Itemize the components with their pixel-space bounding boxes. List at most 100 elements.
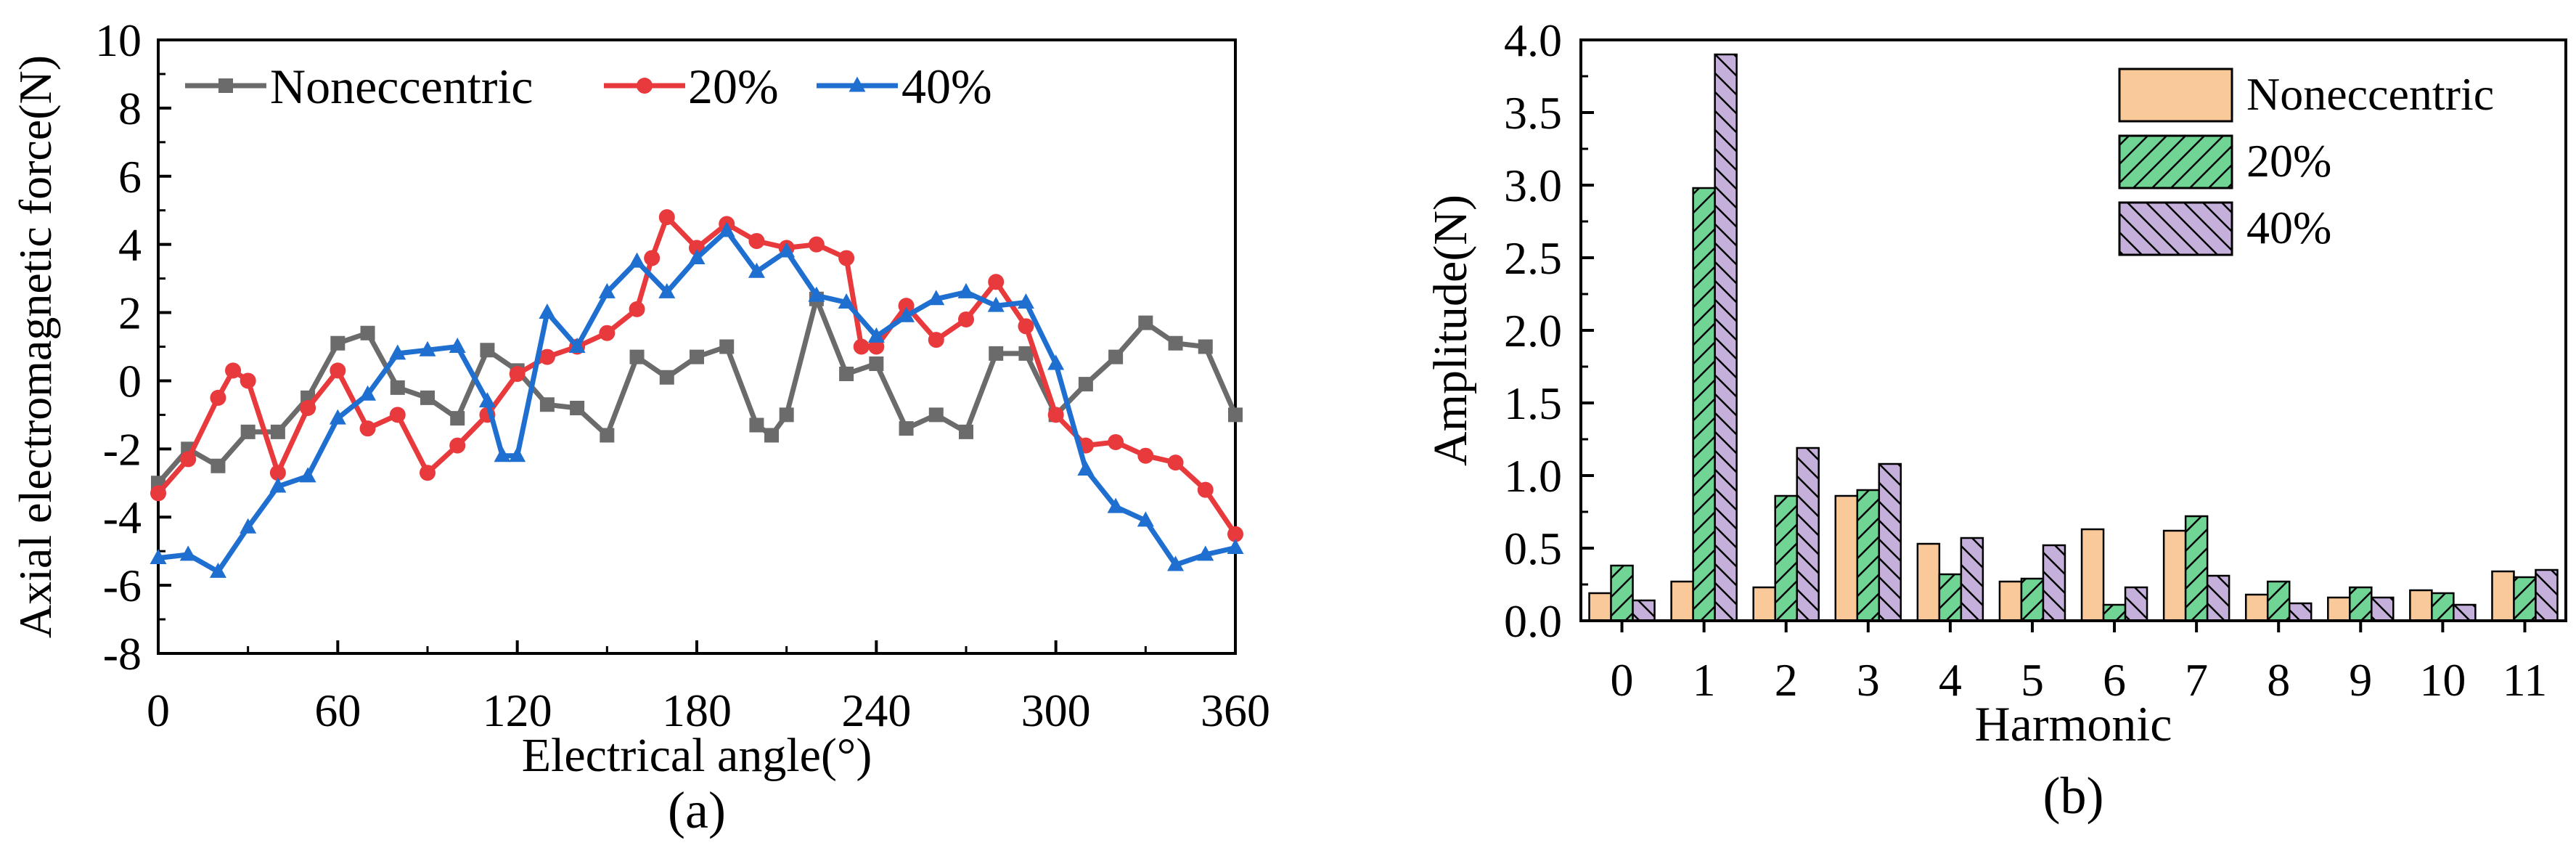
x-tick-label: 10	[2419, 654, 2466, 706]
data-point-0	[420, 390, 435, 405]
data-point-0	[1018, 346, 1034, 361]
data-point-2	[778, 242, 796, 258]
bar-hatch-2	[2207, 576, 2230, 621]
bar-hatch-2	[2043, 545, 2065, 621]
y-tick-label: 4	[118, 219, 142, 271]
data-point-0	[928, 407, 944, 423]
data-point-1	[958, 311, 974, 327]
bar-0	[2491, 570, 2515, 622]
data-point-1	[300, 400, 316, 416]
plot-frame	[157, 38, 1237, 655]
data-point-2	[240, 518, 257, 534]
data-point-2	[898, 306, 915, 322]
data-point-1	[898, 298, 915, 314]
bar-hatch-2	[1960, 538, 1983, 621]
y-tick-label: 3.0	[1504, 160, 1562, 211]
series-line-1	[156, 214, 1238, 536]
data-point-0	[629, 349, 645, 364]
legend-marker	[637, 78, 653, 94]
data-point-1	[1108, 433, 1124, 450]
data-point-2	[928, 290, 945, 306]
bar-hatch-1	[2268, 582, 2290, 621]
y-tick-label: 8	[118, 83, 142, 134]
x-tick-label: 1	[1693, 654, 1716, 706]
legend-label: 20%	[2246, 135, 2331, 187]
data-point-1	[868, 338, 885, 355]
bar-hatch-2	[1714, 54, 1737, 621]
legend-label: 40%	[2246, 202, 2331, 253]
data-point-2	[658, 282, 676, 298]
bar-hatch-1	[2185, 516, 2208, 621]
data-point-2	[1167, 555, 1185, 571]
bar-0	[1834, 494, 1859, 622]
data-point-1	[359, 420, 376, 437]
legend-swatch-hatch	[2119, 136, 2232, 188]
y-tick-label: -4	[103, 492, 142, 543]
data-point-1	[180, 451, 197, 468]
bar-hatch-1	[1775, 496, 1797, 621]
data-point-2	[539, 303, 556, 319]
x-tick-label: 7	[2185, 654, 2208, 706]
data-point-0	[1138, 315, 1153, 330]
x-tick-label: 11	[2503, 654, 2548, 706]
data-point-0	[570, 401, 585, 415]
y-tick-label: 3.5	[1504, 87, 1562, 139]
data-point-1	[389, 407, 406, 423]
bar-hatch-2	[2371, 598, 2394, 621]
x-tick-label: 6	[2103, 654, 2126, 706]
data-point-2	[629, 252, 646, 268]
y-tick-label: 2	[118, 288, 142, 339]
bar-hatch-2	[1632, 600, 1655, 621]
data-point-2	[509, 447, 526, 462]
data-point-2	[1227, 538, 1244, 554]
data-point-2	[494, 447, 511, 462]
data-point-1	[1047, 407, 1064, 423]
y-tick-label: 2.5	[1504, 232, 1562, 284]
y-tick-label: 0.0	[1504, 595, 1562, 647]
x-tick-label: 9	[2349, 654, 2372, 706]
bar-hatch-2	[2125, 587, 2148, 621]
data-point-1	[225, 362, 242, 379]
legend-swatch	[2118, 68, 2233, 123]
x-tick-label: 60	[314, 685, 361, 736]
bar-hatch-1	[2514, 577, 2536, 621]
data-point-2	[957, 282, 975, 298]
bar-0	[2162, 529, 2187, 622]
bar-0	[1916, 542, 1941, 622]
data-point-0	[989, 346, 1004, 361]
y-tick-label: 1.0	[1504, 450, 1562, 502]
data-point-2	[389, 344, 406, 360]
data-point-1	[1197, 481, 1214, 498]
y-axis-label: Amplitude(N)	[1424, 195, 1477, 466]
data-point-2	[419, 341, 436, 356]
bar-hatch-2	[1878, 464, 1901, 621]
bar-hatch-2	[2535, 570, 2558, 621]
data-point-0	[869, 356, 884, 371]
x-tick-label: 8	[2267, 654, 2290, 706]
data-point-1	[1018, 318, 1034, 335]
data-point-0	[330, 335, 345, 351]
data-point-2	[1137, 511, 1154, 527]
y-tick-label: 0	[118, 355, 142, 407]
data-point-2	[299, 467, 316, 483]
x-tick-label: 120	[483, 685, 552, 736]
data-point-2	[179, 545, 197, 561]
bar-hatch-1	[1693, 188, 1715, 621]
data-point-1	[928, 332, 944, 348]
legend-swatch-hatch	[2119, 203, 2232, 255]
bar-hatch-1	[2432, 593, 2454, 621]
bar-0	[1670, 580, 1694, 622]
data-point-1	[658, 209, 675, 226]
data-point-0	[749, 417, 764, 433]
data-point-1	[644, 250, 661, 266]
bar-0	[2244, 593, 2269, 622]
y-tick-label: 10	[95, 15, 142, 66]
y-tick-label: 2.0	[1504, 305, 1562, 356]
series-line-2	[158, 228, 1236, 574]
data-point-0	[779, 407, 794, 423]
data-point-0	[690, 349, 704, 364]
x-tick-label: 4	[1939, 654, 1962, 706]
data-point-0	[1198, 339, 1213, 354]
bar-0	[2327, 596, 2351, 622]
bar-hatch-1	[2350, 587, 2372, 621]
